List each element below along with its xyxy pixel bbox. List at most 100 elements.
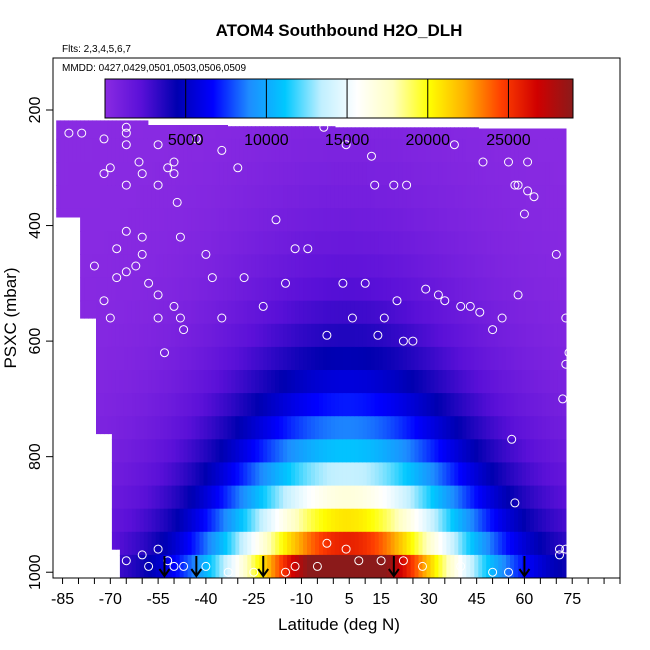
- heatmap-cell: [502, 254, 507, 279]
- heatmap-cell: [107, 231, 113, 255]
- heatmap-cell: [155, 300, 161, 325]
- heatmap-cell: [330, 231, 336, 255]
- heatmap-cell: [522, 393, 527, 417]
- heatmap-cell: [350, 231, 356, 255]
- heatmap-cell: [151, 323, 157, 348]
- heatmap-cell: [219, 416, 224, 440]
- heatmap-cell: [366, 462, 372, 487]
- heatmap-cell: [502, 416, 507, 440]
- heatmap-cell: [342, 208, 348, 232]
- heatmap-cell: [171, 370, 177, 394]
- observation-point: [179, 561, 189, 571]
- heatmap-cell: [542, 254, 547, 279]
- heatmap-cell: [275, 208, 280, 232]
- observation-point: [376, 556, 386, 566]
- heatmap-cell: [111, 416, 117, 440]
- heatmap-cell: [534, 370, 539, 394]
- heatmap-cell: [430, 208, 436, 232]
- heatmap-cell: [187, 185, 193, 209]
- heatmap-cell: [450, 370, 455, 394]
- heatmap-cell: [342, 508, 348, 533]
- heatmap-cell: [430, 485, 436, 510]
- heatmap-cell: [287, 300, 292, 325]
- heatmap-cell: [211, 370, 217, 394]
- observation-point: [172, 197, 182, 207]
- heatmap-cell: [358, 277, 364, 302]
- heatmap-cell: [275, 126, 280, 140]
- heatmap-cell: [299, 185, 304, 209]
- heatmap-cell: [104, 277, 109, 302]
- heatmap-cell: [299, 462, 304, 487]
- heatmap-cell: [414, 439, 420, 463]
- heatmap-cell: [538, 128, 543, 140]
- heatmap-cell: [243, 393, 248, 417]
- heatmap-cell: [330, 531, 336, 556]
- heatmap-cell: [346, 554, 352, 578]
- heatmap-cell: [478, 277, 483, 302]
- heatmap-cell: [223, 208, 228, 232]
- heatmap-cell: [450, 162, 455, 186]
- heatmap-cell: [346, 185, 352, 209]
- heatmap-cell: [522, 416, 527, 440]
- heatmap-cell: [315, 439, 320, 463]
- heatmap-cell: [231, 439, 236, 463]
- heatmap-cell: [338, 185, 344, 209]
- heatmap-cell: [358, 416, 364, 440]
- heatmap-cell: [514, 185, 519, 209]
- heatmap-cell: [374, 138, 380, 163]
- heatmap-cell: [478, 323, 483, 348]
- heatmap-cell: [159, 370, 165, 394]
- heatmap-cell: [454, 185, 459, 209]
- heatmap-cell: [271, 462, 276, 487]
- heatmap-cell: [131, 162, 137, 186]
- heatmap-cell: [350, 346, 356, 371]
- heatmap-cell: [553, 138, 559, 163]
- observation-point: [121, 128, 131, 138]
- heatmap-cell: [426, 162, 432, 186]
- heatmap-cell: [155, 370, 161, 394]
- heatmap-cell: [553, 370, 559, 394]
- heatmap-cell: [398, 323, 404, 348]
- heatmap-cell: [207, 162, 213, 186]
- heatmap-cell: [454, 485, 459, 510]
- observation-point: [137, 169, 147, 179]
- heatmap-cell: [530, 138, 535, 163]
- heatmap-cell: [422, 462, 428, 487]
- heatmap-cell: [187, 231, 193, 255]
- heatmap-cell: [561, 370, 567, 394]
- heatmap-cell: [131, 393, 137, 417]
- heatmap-cell: [470, 508, 475, 533]
- heatmap-cell: [123, 439, 129, 463]
- heatmap-cell: [203, 125, 209, 140]
- heatmap-cell: [303, 185, 308, 209]
- heatmap-cell: [330, 439, 336, 463]
- heatmap-cell: [557, 208, 563, 232]
- heatmap-cell: [147, 125, 153, 140]
- heatmap-cell: [303, 531, 308, 556]
- observation-point: [322, 330, 332, 340]
- heatmap-cell: [418, 127, 424, 140]
- heatmap-cell: [557, 128, 563, 140]
- observation-point: [144, 561, 154, 571]
- heatmap-cell: [482, 554, 487, 578]
- heatmap-cell: [366, 127, 372, 140]
- heatmap-cell: [267, 346, 272, 371]
- heatmap-cell: [518, 393, 523, 417]
- heatmap-cell: [179, 370, 185, 394]
- heatmap-cell: [247, 162, 252, 186]
- heatmap-cell: [287, 323, 292, 348]
- heatmap-cell: [370, 346, 376, 371]
- heatmap-cell: [454, 127, 459, 140]
- heatmap-cell: [227, 393, 232, 417]
- heatmap-cell: [545, 277, 551, 302]
- heatmap-cell: [183, 370, 189, 394]
- heatmap-cell: [394, 416, 400, 440]
- heatmap-cell: [279, 416, 284, 440]
- heatmap-cell: [135, 185, 141, 209]
- heatmap-cell: [107, 370, 113, 394]
- heatmap-cell: [279, 231, 284, 255]
- heatmap-cell: [291, 462, 296, 487]
- heatmap-cell: [203, 393, 209, 417]
- heatmap-cell: [80, 162, 85, 186]
- heatmap-cell: [227, 162, 232, 186]
